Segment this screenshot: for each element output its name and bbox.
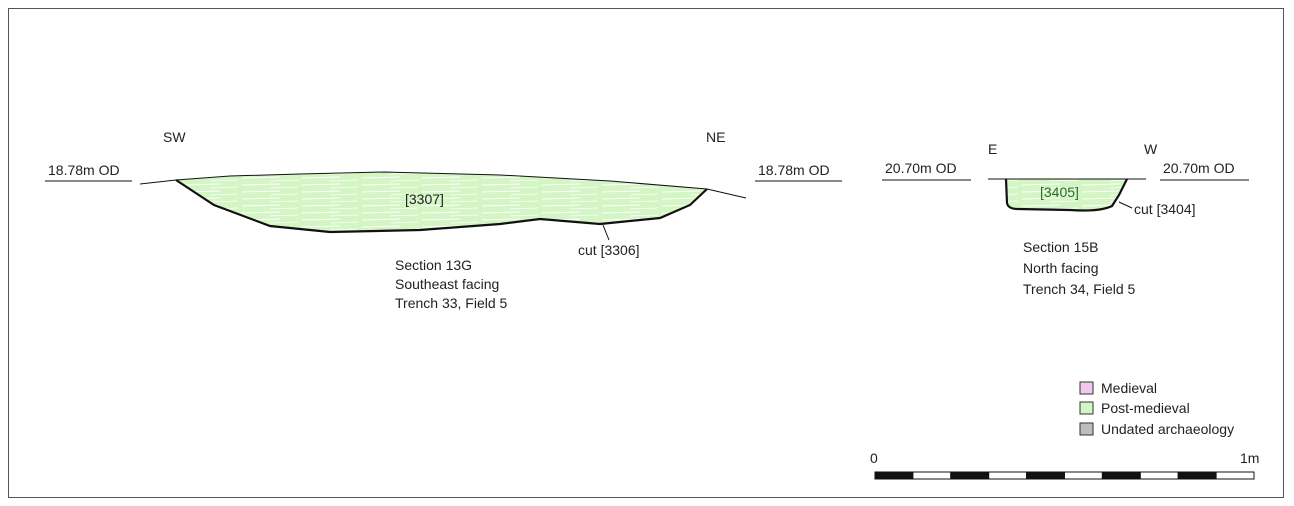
- caption-line: North facing: [1023, 260, 1098, 276]
- caption-line: Section 13G: [395, 257, 472, 273]
- caption-line: Southeast facing: [395, 276, 499, 292]
- caption-line: Section 15B: [1023, 239, 1099, 255]
- drawing-frame: [8, 8, 1284, 498]
- caption-line: Trench 34, Field 5: [1023, 281, 1136, 297]
- legend-swatch-undated: [1079, 422, 1094, 436]
- datum-right-label: 18.78m OD: [758, 162, 830, 178]
- ground-surface-line: [139, 171, 747, 199]
- datum-left-label: 18.78m OD: [48, 162, 120, 178]
- scale-bar-segment: [1177, 471, 1217, 480]
- legend-label-undated: Undated archaeology: [1101, 421, 1234, 437]
- datum-right-label: 20.70m OD: [1163, 160, 1235, 176]
- section-15b: E W 20.70m OD 20.70m OD [3405] cut [3404…: [882, 141, 1249, 297]
- scale-bar-segment: [950, 471, 990, 480]
- section-13g: SW NE 18.78m OD 18.78m OD [3307] cut [33…: [45, 129, 842, 311]
- cut-3404-outline: [1004, 178, 1128, 212]
- scale-label-start: 0: [870, 450, 878, 466]
- legend-swatch-medieval: [1079, 381, 1094, 395]
- cut-3306-outline: [175, 179, 708, 234]
- cut-3404-leader: [1118, 201, 1133, 209]
- orientation-ne-label: NE: [706, 129, 725, 145]
- cut-3404-label: cut [3404]: [1134, 201, 1196, 217]
- legend-label-post-medieval: Post-medieval: [1101, 400, 1190, 416]
- cut-3306-leader: [602, 224, 610, 241]
- scale-bar-segment: [1064, 471, 1103, 480]
- datum-left-label: 20.70m OD: [885, 160, 957, 176]
- scale-bar-segment: [1026, 471, 1065, 480]
- scale-bar-segment: [1101, 471, 1141, 480]
- scale-bar: 0 1m: [870, 450, 1259, 480]
- cut-3306-label: cut [3306]: [578, 242, 640, 258]
- scale-bar-segment: [1139, 471, 1179, 480]
- fill-3405-area: [1006, 179, 1127, 211]
- scale-bar-segment: [912, 471, 952, 480]
- fill-3307-area: [176, 172, 707, 232]
- orientation-sw-label: SW: [163, 129, 186, 145]
- orientation-e-label: E: [988, 141, 997, 157]
- scale-bar-segment: [1215, 471, 1255, 480]
- legend: Medieval Post-medieval Undated archaeolo…: [1079, 380, 1234, 437]
- orientation-w-label: W: [1144, 141, 1158, 157]
- scale-bar-segment: [988, 471, 1028, 480]
- legend-swatch-post-medieval: [1079, 401, 1094, 415]
- fill-3307-label: [3307]: [405, 191, 444, 207]
- fill-3405-label: [3405]: [1040, 184, 1079, 200]
- scale-label-end: 1m: [1240, 450, 1259, 466]
- legend-label-medieval: Medieval: [1101, 380, 1157, 396]
- scale-bar-segment: [874, 471, 914, 480]
- caption-line: Trench 33, Field 5: [395, 295, 508, 311]
